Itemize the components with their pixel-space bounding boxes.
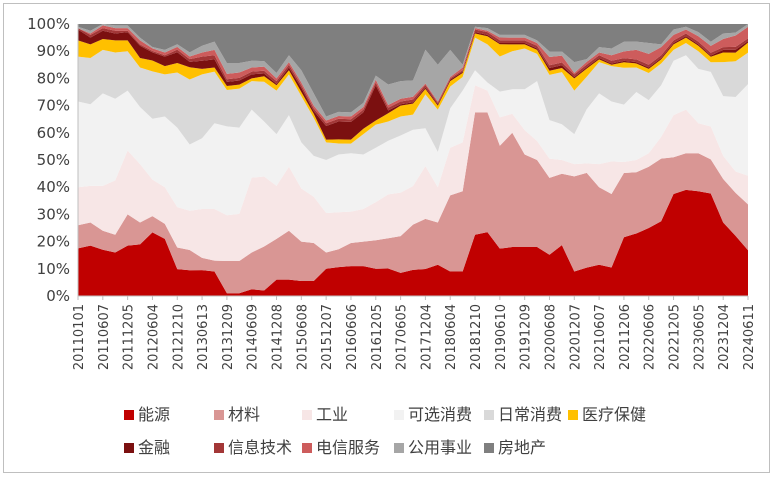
x-tick-label: 20231204 bbox=[717, 304, 732, 370]
y-tick-label: 80% bbox=[37, 69, 70, 87]
area-series-group bbox=[78, 24, 748, 296]
area-series-1 bbox=[78, 189, 748, 296]
area-series-6 bbox=[78, 33, 748, 144]
x-tick-label: 20170605 bbox=[395, 304, 410, 370]
x-tick-label: 20220606 bbox=[643, 304, 658, 370]
x-tick-label: 20221205 bbox=[668, 304, 683, 370]
y-tick-label: 60% bbox=[37, 124, 70, 142]
x-tick-label: 20131209 bbox=[221, 304, 236, 370]
area-series-8 bbox=[78, 28, 748, 126]
x-tick-label: 20191209 bbox=[519, 304, 534, 370]
x-tick-label: 20181210 bbox=[469, 304, 484, 370]
legend-label: 医疗保健 bbox=[582, 405, 646, 424]
legend-item: 金融 bbox=[124, 438, 170, 457]
x-tick-label: 20141208 bbox=[271, 304, 286, 370]
legend-item: 能源 bbox=[124, 405, 170, 424]
area-series-3 bbox=[78, 85, 748, 261]
x-tick-label: 20230605 bbox=[692, 304, 707, 370]
x-tick-label: 20190610 bbox=[494, 304, 509, 370]
legend-swatch bbox=[484, 410, 494, 420]
legend-item: 医疗保健 bbox=[568, 405, 646, 424]
axes-group: 0% 10% 20% 30% 40% 50% 60% 70% 80% 90% 100% 2011010… bbox=[27, 15, 757, 370]
x-tick-label: 20150608 bbox=[295, 304, 310, 370]
legend-label: 信息技术 bbox=[228, 438, 292, 457]
y-tick-label: 30% bbox=[37, 205, 70, 223]
x-tick-label: 20200608 bbox=[543, 304, 558, 370]
legend-swatch bbox=[302, 443, 312, 453]
legend-item: 信息技术 bbox=[214, 438, 292, 457]
legend-label: 材料 bbox=[228, 405, 260, 424]
legend-item: 工业 bbox=[302, 405, 348, 424]
legend-swatch bbox=[124, 410, 134, 420]
x-tick-label: 20171204 bbox=[419, 304, 434, 370]
legend-label: 房地产 bbox=[498, 438, 546, 457]
legend-swatch bbox=[394, 443, 404, 453]
legend-swatch bbox=[214, 410, 224, 420]
x-tick-label: 20210607 bbox=[593, 304, 608, 370]
legend-swatch bbox=[214, 443, 224, 453]
x-tick-label: 20110101 bbox=[72, 304, 87, 370]
x-tick-label: 20161205 bbox=[370, 304, 385, 370]
y-tick-label: 90% bbox=[37, 42, 70, 60]
legend-item: 可选消费 bbox=[394, 405, 472, 424]
area-series-5 bbox=[78, 37, 748, 160]
x-tick-label: 20201207 bbox=[568, 304, 583, 370]
legend-swatch bbox=[484, 443, 494, 453]
x-tick-label: 20130613 bbox=[196, 304, 211, 370]
x-tick-label: 20151207 bbox=[320, 304, 335, 370]
legend-label: 能源 bbox=[138, 405, 170, 424]
legend-item: 日常消费 bbox=[484, 405, 562, 424]
legend-label: 公用事业 bbox=[408, 438, 472, 457]
legend-swatch bbox=[568, 410, 578, 420]
legend-swatch bbox=[394, 410, 404, 420]
y-tick-label: 20% bbox=[37, 233, 70, 251]
y-tick-label: 70% bbox=[37, 97, 70, 115]
legend-item: 电信服务 bbox=[302, 438, 380, 457]
x-tick-label: 20121210 bbox=[171, 304, 186, 370]
x-tick-label: 20110607 bbox=[97, 304, 112, 370]
legend-label: 金融 bbox=[138, 438, 170, 457]
area-series-11 bbox=[78, 24, 748, 117]
y-tick-label: 50% bbox=[37, 151, 70, 169]
area-series-9 bbox=[78, 25, 748, 124]
legend-swatch bbox=[124, 443, 134, 453]
x-tick-label: 20111205 bbox=[122, 304, 137, 370]
legend-label: 日常消费 bbox=[498, 405, 562, 424]
legend-item: 材料 bbox=[214, 405, 260, 424]
y-tick-label: 100% bbox=[27, 15, 70, 33]
legend-label: 可选消费 bbox=[408, 405, 472, 424]
y-tick-label: 0% bbox=[46, 287, 70, 305]
legend-item: 公用事业 bbox=[394, 438, 472, 457]
legend-item: 房地产 bbox=[484, 438, 546, 457]
area-series-4 bbox=[78, 55, 748, 216]
x-tick-label: 20211206 bbox=[618, 304, 633, 370]
x-tick-label: 20180604 bbox=[444, 304, 459, 370]
x-tick-label: 20160606 bbox=[345, 304, 360, 370]
y-tick-label: 40% bbox=[37, 178, 70, 196]
legend-label: 电信服务 bbox=[316, 438, 380, 457]
x-tick-label: 20120604 bbox=[146, 304, 161, 370]
area-series-2 bbox=[78, 112, 748, 294]
legend-label: 工业 bbox=[316, 405, 348, 424]
x-tick-label: 20240611 bbox=[742, 304, 757, 370]
y-tick-label: 10% bbox=[37, 260, 70, 278]
legend-swatch bbox=[302, 410, 312, 420]
x-tick-label: 20140609 bbox=[246, 304, 261, 370]
